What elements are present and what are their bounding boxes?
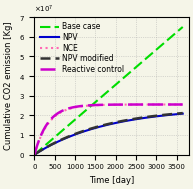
NPV: [152, 116, 154, 118]
NCE: [93, 104, 96, 106]
Line: NPV modified: NPV modified: [35, 113, 183, 155]
Base case: [99, 97, 101, 99]
Reactive control: [135, 103, 137, 106]
Reactive control: [152, 103, 154, 106]
NPV: [99, 126, 101, 128]
NPV: [135, 118, 137, 120]
Line: NPV: NPV: [35, 114, 183, 155]
NCE: [135, 103, 137, 106]
NPV modified: [93, 126, 96, 129]
NPV: [149, 116, 151, 118]
Base case: [152, 52, 154, 54]
NPV modified: [152, 115, 154, 117]
Reactive control: [33, 153, 36, 156]
Line: Base case: Base case: [35, 27, 183, 155]
NCE: [99, 104, 101, 106]
X-axis label: Time [day]: Time [day]: [89, 176, 134, 185]
Reactive control: [99, 104, 101, 106]
Reactive control: [149, 103, 151, 106]
Reactive control: [48, 120, 51, 122]
Base case: [135, 66, 137, 68]
Line: Reactive control: Reactive control: [35, 105, 183, 155]
NPV: [93, 127, 96, 129]
NPV modified: [48, 144, 51, 147]
NPV: [182, 112, 184, 115]
NCE: [33, 153, 36, 156]
NPV modified: [33, 153, 36, 156]
Legend: Base case, NPV, NCE, NPV modified, Reactive control: Base case, NPV, NCE, NPV modified, React…: [38, 21, 126, 75]
NCE: [48, 121, 51, 123]
Reactive control: [182, 103, 184, 106]
NPV modified: [182, 112, 184, 114]
NCE: [152, 103, 154, 106]
Line: NCE: NCE: [35, 105, 183, 155]
NPV modified: [135, 117, 137, 120]
NPV: [48, 145, 51, 147]
NPV: [33, 153, 36, 156]
NPV modified: [149, 115, 151, 118]
NCE: [149, 103, 151, 106]
Y-axis label: Cumulative CO2 emission [Kg]: Cumulative CO2 emission [Kg]: [4, 22, 13, 150]
Reactive control: [93, 104, 96, 106]
Base case: [149, 54, 151, 56]
Base case: [48, 140, 51, 143]
Base case: [182, 26, 184, 28]
Base case: [93, 102, 96, 104]
NPV modified: [99, 125, 101, 127]
NCE: [182, 103, 184, 106]
Base case: [33, 153, 36, 156]
